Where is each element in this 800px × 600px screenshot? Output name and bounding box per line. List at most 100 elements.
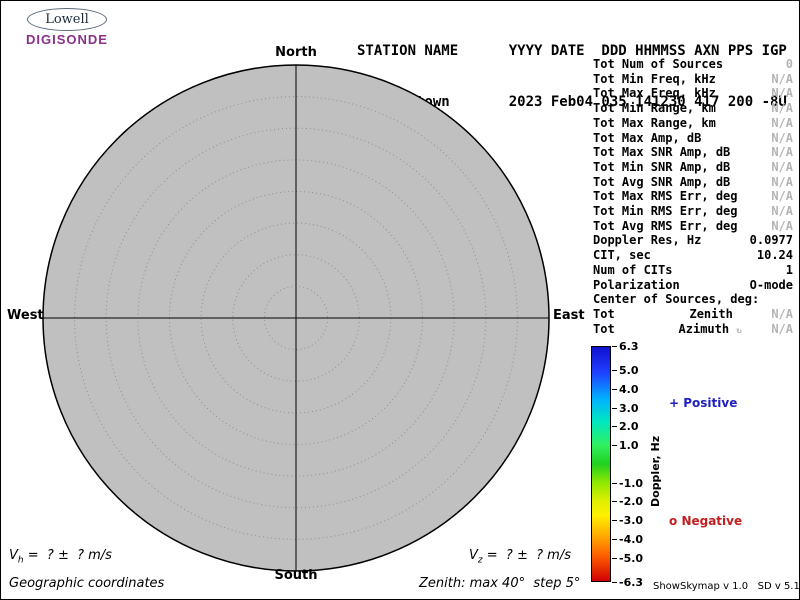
legend-positive: + Positive: [669, 396, 737, 410]
zenith-stat-row: Tot Zenith N/A: [593, 307, 793, 322]
stat-value: N/A: [771, 174, 793, 189]
colorbar-tick: 1.0: [612, 439, 639, 452]
vertical-velocity-readout: Vz = ? ± ? m/s: [469, 548, 571, 566]
legend-negative-label: Negative: [681, 514, 743, 528]
logo-brand: DIGISONDE: [26, 32, 108, 47]
stat-label: Tot Avg SNR Amp, dB: [593, 174, 731, 189]
compass-south-label: South: [274, 568, 318, 583]
azimuth-rotation-icon: ↻: [736, 325, 742, 336]
tick-mark: [612, 557, 617, 559]
coordinates-note: Geographic coordinates: [9, 576, 165, 591]
compass-east-label: East: [553, 308, 585, 323]
colorbar-tick: 2.0: [612, 420, 639, 433]
stat-label: Tot Max SNR Amp, dB: [593, 145, 731, 160]
totals-stats-panel: Tot Num of Sources 0 Tot Min Freq, kHz N/A…: [593, 57, 793, 338]
stat-row: Tot Max SNR Amp, dB N/A: [593, 145, 793, 160]
tick-mark: [612, 519, 617, 521]
stat-value: N/A: [771, 306, 793, 321]
stat-sublabel: Zenith: [689, 306, 733, 321]
doppler-colorbar: 6.3 5.0 4.0 3.0 2.0 1.0 -1.0 -2.0 -3.0 -…: [591, 340, 661, 589]
stat-row: Tot Min Range, km N/A: [593, 101, 793, 116]
stat-sublabel: Azimuth ↻: [678, 321, 742, 336]
tick-mark: [612, 444, 617, 446]
colorbar-title: Doppler, Hz: [649, 435, 662, 507]
colorbar-tick: 4.0: [612, 383, 639, 396]
stat-value: N/A: [771, 218, 793, 233]
colorbar-tick: 6.3: [612, 340, 639, 353]
stat-label: Tot: [593, 306, 615, 321]
colorbar-gradient: [591, 346, 611, 582]
stat-row: Tot Min Freq, kHz N/A: [593, 72, 793, 87]
stat-label: Tot Max Amp, dB: [593, 130, 702, 145]
colorbar-tick: -4.0: [612, 533, 643, 546]
skymap-plot: [39, 61, 553, 575]
stat-label: Tot Min SNR Amp, dB: [593, 159, 731, 174]
tick-mark: [612, 369, 617, 371]
azimuth-stat-row: Tot Azimuth ↻ N/A: [593, 322, 793, 339]
stat-label: Tot Max RMS Err, deg: [593, 189, 738, 204]
stat-value: 10.24: [756, 248, 793, 263]
compass-west-label: West: [7, 308, 44, 323]
colorbar-tick: -1.0: [612, 477, 643, 490]
tick-mark: [612, 407, 617, 409]
stat-value: 0.0977: [749, 233, 793, 248]
stat-row: Tot Num of Sources 0: [593, 57, 793, 72]
lowell-logo-oval: Lowell: [27, 8, 107, 31]
stat-value: N/A: [771, 71, 793, 86]
stat-value: N/A: [771, 115, 793, 130]
lowell-digisonde-logo: Lowell DIGISONDE: [11, 8, 123, 47]
stat-label: Tot Avg RMS Err, deg: [593, 218, 738, 233]
stat-label: Tot Max Range, km: [593, 115, 716, 130]
colorbar-tick: 5.0: [612, 364, 639, 377]
stat-row: Tot Max Freq, kHz N/A: [593, 86, 793, 101]
stat-label: Num of CITs: [593, 262, 673, 277]
legend-negative: o Negative: [669, 514, 742, 528]
tick-mark: [612, 581, 617, 583]
stat-row: Tot Max Range, km N/A: [593, 116, 793, 131]
logo-name: Lowell: [45, 12, 89, 27]
colorbar-tick: -2.0: [612, 495, 643, 508]
colorbar-tick: -3.0: [612, 514, 643, 527]
stat-value: N/A: [771, 101, 793, 116]
header-labels-line: STATION NAME YYYY DATE DDD HHMMSS AXN PP…: [357, 43, 787, 59]
open-circle-icon: o: [669, 514, 678, 528]
stat-row: Tot Max Amp, dB N/A: [593, 131, 793, 146]
stat-value: N/A: [771, 86, 793, 101]
horizontal-velocity-readout: Vh = ? ± ? m/s: [9, 548, 112, 566]
tick-mark: [612, 345, 617, 347]
stat-row: Tot Min RMS Err, deg N/A: [593, 204, 793, 219]
stat-value: N/A: [771, 159, 793, 174]
tick-mark: [612, 425, 617, 427]
stat-row: Tot Max RMS Err, deg N/A: [593, 189, 793, 204]
stat-label: Tot: [593, 321, 615, 336]
stat-row: Tot Min SNR Amp, dB N/A: [593, 160, 793, 175]
zenith-range-note: Zenith: max 40° step 5°: [419, 576, 581, 591]
stat-row: Num of CITs 1: [593, 263, 793, 278]
stat-row: Polarization O-mode: [593, 278, 793, 293]
stat-label: Tot Min RMS Err, deg: [593, 204, 738, 219]
stat-value: N/A: [771, 204, 793, 219]
stat-value: N/A: [771, 130, 793, 145]
colorbar-tick: -6.3: [612, 576, 643, 589]
stat-value: N/A: [771, 321, 793, 336]
legend-positive-label: Positive: [683, 396, 738, 410]
stat-label: Tot Min Range, km: [593, 101, 716, 116]
stat-label: Tot Max Freq, kHz: [593, 86, 716, 101]
stat-row: CIT, sec 10.24: [593, 248, 793, 263]
center-of-sources-header: Center of Sources, deg:: [593, 292, 760, 307]
compass-north-label: North: [275, 45, 317, 60]
stat-value: N/A: [771, 145, 793, 160]
stat-label: Tot Min Freq, kHz: [593, 71, 716, 86]
tick-mark: [612, 388, 617, 390]
plus-icon: +: [669, 396, 680, 410]
stat-label: Tot Num of Sources: [593, 57, 724, 71]
tick-mark: [612, 538, 617, 540]
stat-row: Tot Avg RMS Err, deg N/A: [593, 219, 793, 234]
stat-value: 1: [785, 262, 793, 277]
skymap-svg: [42, 64, 550, 572]
stat-value: 0: [785, 57, 793, 71]
stat-row: Doppler Res, Hz 0.0977: [593, 233, 793, 248]
tick-mark: [612, 500, 617, 502]
stat-value: N/A: [771, 189, 793, 204]
stat-row: Tot Avg SNR Amp, dB N/A: [593, 175, 793, 190]
